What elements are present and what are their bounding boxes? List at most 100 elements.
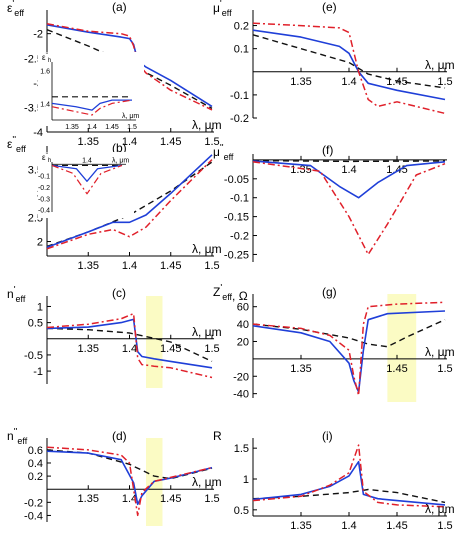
panel-d-label: (d): [112, 429, 127, 443]
panel-e: 0.2 0.1 -0.1 -0.2 1.35 1.4 1.45 1.5 (e) μ'eff λ, μ…: [213, 0, 455, 125]
panel-c-ytick-label: -0.5: [24, 350, 43, 362]
panel-a-inset-xtick-label: 1.4: [87, 124, 97, 131]
panel-a-xtick-label: 1.45: [160, 136, 181, 148]
panel-b-inset-ylabel-main: ε: [42, 153, 46, 162]
panel-a-ylabel-sup: ': [12, 0, 14, 10]
panel-f-ytick-label: -0.1: [230, 193, 249, 205]
panel-e-ylabel-sup: ': [220, 0, 222, 10]
panel-g-ylabel-tail: , Ω: [232, 289, 248, 303]
panel-f-ylabel-sub: eff: [224, 152, 234, 162]
panel-d-ylabel-main: n: [7, 429, 14, 443]
panel-e-series-black: [252, 34, 446, 89]
panel-a-xlabel: λ, μm: [192, 118, 222, 132]
panel-e-ylabel: μ'eff: [213, 0, 232, 18]
panel-i-xtick-label: 1.45: [386, 520, 407, 532]
panel-e-xlabel: λ, μm: [425, 58, 455, 72]
panel-c-ylabel-sub: eff: [16, 294, 26, 304]
panel-i-ytick-label: 1.5: [234, 443, 249, 455]
panel-b-inset-xlabel: λ, μm: [112, 157, 129, 164]
panel-g-highlight-band: [387, 294, 417, 402]
panel-g-ytick-label: -40: [233, 389, 249, 401]
panel-a-inset: 1.6 1.4 1.35 1.4 1.45 1.5 ε''h λ, μm: [38, 52, 144, 131]
panel-a-ytick-label: -4: [33, 127, 43, 139]
panel-a-inset-ylabel-sub: h: [48, 58, 51, 64]
panel-e-series-red: [252, 22, 446, 115]
panel-f-series-blue: [252, 160, 446, 199]
panel-e-label: (e): [322, 0, 337, 14]
panel-c-ytick-label: -1: [33, 366, 43, 378]
panel-d-ytick-label: -0.4: [24, 510, 43, 522]
panel-b-inset-ylabel: ε''h: [42, 153, 51, 164]
panel-a-inset-ylabel: ε''h: [42, 53, 51, 64]
panel-a-series-red: [46, 23, 213, 111]
panel-c-xtick-label: 1.35: [78, 343, 99, 355]
panel-g-series-red: [252, 301, 446, 397]
panel-d: 0.60.40.2 -0.2-0.4 1.35 1.4 1.45 1.5 (d) n''eff…: [7, 427, 222, 526]
panel-c-xlabel: λ, μm: [192, 325, 222, 339]
panel-b-ylabel-main: ε: [7, 137, 13, 151]
panel-g-ylabel: Z'eff, Ω: [213, 283, 248, 304]
panel-g-series-blue: [252, 310, 446, 393]
panel-e-ytick-label: 0.2: [234, 21, 249, 33]
panel-a-xtick-label: 1.35: [78, 136, 99, 148]
panel-i-ylabel: R: [213, 429, 222, 443]
panel-d-ylabel-sub: eff: [17, 436, 27, 446]
panel-a-xtick-label: 1.5: [204, 136, 219, 148]
panel-g-xlabel: λ, μm: [425, 345, 455, 359]
panel-b-inset-ytick-label: -0.1: [38, 174, 50, 181]
panel-f-ylabel-main: μ: [213, 145, 220, 159]
panel-c-series-black: [46, 327, 213, 363]
panel-f-xtick-label: 1.35: [290, 164, 311, 176]
panel-e-xtick-label: 1.5: [437, 76, 452, 88]
panel-b-xtick-label: 1.4: [122, 260, 137, 272]
panel-d-xtick-label: 1.5: [204, 493, 219, 505]
panel-e-series-blue: [252, 29, 446, 101]
panel-e-ylabel-sub: eff: [222, 8, 232, 18]
panel-e-ylabel-main: μ: [213, 1, 220, 15]
panel-d-xtick-label: 1.45: [160, 493, 181, 505]
panel-f-label: (f): [322, 143, 333, 157]
panel-a-inset-ylabel-main: ε: [42, 53, 46, 62]
panel-a-ylabel-main: ε: [7, 1, 13, 15]
panel-g-xtick-label: 1.35: [290, 363, 311, 375]
panel-b-xtick-label: 1.5: [204, 260, 219, 272]
panel-b-ylabel: ε''eff: [7, 135, 26, 155]
panel-g-ytick-label: 40: [237, 319, 249, 331]
panel-c-ytick-label: 0.5: [28, 318, 43, 330]
panel-g-ytick-label: -20: [233, 371, 249, 383]
panel-b-ylabel-sub: eff: [16, 144, 26, 154]
panel-d-ylabel: n''eff: [7, 427, 28, 447]
panel-b-xlabel: λ, μm: [192, 242, 222, 256]
panel-b-ylabel-sup: '': [12, 135, 16, 146]
panel-f: -0.05 -0.1 -0.15 -0.2 -0.25 1.35 1.4 1.45 (f) μ''…: [213, 143, 447, 262]
panel-g-xtick-label: 1.45: [386, 363, 407, 375]
panel-g-series-black: [252, 319, 446, 348]
panel-a-inset-series-red: [51, 99, 133, 116]
panel-a-ytick-label: -2: [33, 29, 43, 41]
panel-b-inset-ytick-label: -0.4: [38, 208, 50, 215]
panel-a-label: (a): [112, 0, 127, 14]
panel-a-inset-ylabel-sup: '': [46, 53, 48, 59]
panel-d-ytick-label: -0.2: [24, 497, 43, 509]
panel-e-xtick-label: 1.35: [290, 76, 311, 88]
panel-i-series-red: [252, 444, 446, 508]
panel-a-inset-xtick-label: 1.5: [127, 124, 137, 131]
panel-i-ylabel-main: R: [213, 429, 222, 443]
panel-i-xtick-label: 1.35: [290, 520, 311, 532]
panel-d-ylabel-sup: '': [14, 427, 18, 438]
panel-a-xtick-label: 1.4: [122, 136, 137, 148]
panel-i-xtick-label: 1.4: [341, 520, 356, 532]
panel-g-ylabel-sup: ': [220, 283, 222, 294]
panel-b-inset-ylabel-sup: '': [46, 153, 48, 159]
panel-e-ytick-label: -0.2: [230, 113, 249, 125]
panel-d-ytick-label: 0.6: [28, 445, 43, 457]
panel-b-xtick-label: 1.35: [78, 260, 99, 272]
panel-g-ytick-label: 60: [237, 302, 249, 314]
panel-e-ytick-label: 0.1: [234, 44, 249, 56]
panel-a-ylabel: ε'eff: [7, 0, 25, 18]
panel-i-series-blue: [252, 460, 446, 506]
panel-b-xtick-label: 1.45: [160, 260, 181, 272]
